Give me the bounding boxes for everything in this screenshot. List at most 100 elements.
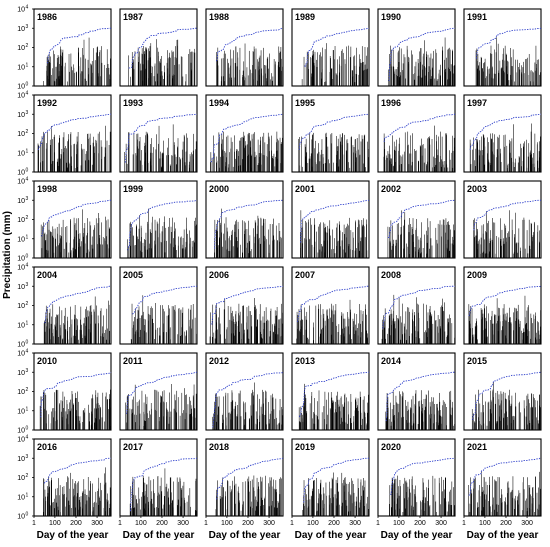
- y-tick-label: 10: [17, 198, 25, 205]
- x-tick-label: 300: [349, 520, 361, 527]
- y-tick-exponent: 4: [26, 263, 29, 269]
- panel-year-label: 1995: [295, 98, 315, 108]
- x-tick-label: 1: [376, 520, 380, 527]
- y-tick-exponent: 0: [26, 254, 29, 260]
- y-tick-label: 10: [17, 93, 25, 100]
- y-tick-exponent: 3: [26, 368, 29, 374]
- y-tick-exponent: 4: [26, 91, 29, 97]
- x-tick-label: 100: [479, 520, 491, 527]
- y-tick-label: 10: [17, 265, 25, 272]
- y-tick-exponent: 0: [26, 426, 29, 432]
- daily-bars: [39, 385, 112, 430]
- x-tick-label: 300: [521, 520, 533, 527]
- panel-year-label: 2005: [123, 270, 143, 280]
- y-tick-label: 10: [17, 389, 25, 396]
- x-tick-label: 200: [242, 520, 254, 527]
- panel-1995: 1995: [291, 94, 370, 173]
- cumulative-line: [300, 199, 370, 243]
- y-tick-label: 10: [17, 370, 25, 377]
- y-tick-exponent: 3: [26, 196, 29, 202]
- x-tick-label: 200: [70, 520, 82, 527]
- x-axis-title: Day of the year: [295, 530, 367, 541]
- panel-year-label: 2020: [381, 442, 401, 452]
- daily-bars: [298, 132, 369, 172]
- panel-2003: 2003: [463, 180, 542, 259]
- daily-bars: [296, 299, 369, 344]
- cumulative-line: [298, 371, 370, 418]
- y-tick-exponent: 3: [26, 110, 29, 116]
- panel-year-label: 1999: [123, 184, 143, 194]
- panel-1993: 1993: [119, 94, 198, 173]
- panel-1996: 1996: [377, 94, 456, 173]
- y-tick-label: 10: [17, 170, 25, 177]
- x-tick-label: 200: [156, 520, 168, 527]
- panel-year-label: 2013: [295, 356, 315, 366]
- y-tick-exponent: 0: [26, 168, 29, 174]
- panel-year-label: 2008: [381, 270, 401, 280]
- panel-year-label: 2002: [381, 184, 401, 194]
- y-axis-title: Precipitation (mm): [2, 211, 13, 299]
- panel-year-label: 2019: [295, 442, 315, 452]
- daily-bars: [214, 208, 284, 258]
- panel-2000: 2000: [205, 180, 284, 259]
- panel-2011: 2011: [119, 352, 198, 431]
- panel-year-label: 2000: [209, 184, 229, 194]
- cumulative-line: [216, 27, 284, 62]
- x-tick-label: 100: [221, 520, 233, 527]
- cumulative-line: [130, 457, 197, 512]
- y-tick-exponent: 2: [26, 301, 29, 307]
- x-tick-label: 1: [204, 520, 208, 527]
- panel-1999: 1999: [119, 180, 198, 259]
- y-tick-exponent: 3: [26, 24, 29, 30]
- daily-bars: [128, 39, 196, 86]
- panel-2007: 2007: [291, 266, 370, 345]
- daily-bars: [473, 210, 541, 258]
- y-tick-label: 10: [17, 84, 25, 91]
- daily-bars: [37, 125, 111, 172]
- y-tick-exponent: 1: [26, 320, 29, 326]
- x-tick-label: 100: [393, 520, 405, 527]
- x-tick-label: 1: [290, 520, 294, 527]
- panel-2006: 2006: [205, 266, 284, 345]
- y-tick-label: 10: [17, 64, 25, 71]
- cumulative-line: [382, 285, 455, 329]
- y-tick-exponent: 3: [26, 454, 29, 460]
- cumulative-line: [46, 27, 111, 64]
- daily-bars: [130, 295, 197, 344]
- x-tick-label: 200: [500, 520, 512, 527]
- y-tick-exponent: 1: [26, 406, 29, 412]
- panel-2001: 2001: [291, 180, 370, 259]
- y-tick-exponent: 4: [26, 5, 29, 11]
- cumulative-line: [298, 113, 370, 150]
- panel-year-label: 2021: [467, 442, 487, 452]
- panel-year-label: 1990: [381, 12, 401, 22]
- panel-2002: 2002: [377, 180, 456, 259]
- cumulative-line: [124, 113, 197, 163]
- cumulative-line: [472, 371, 542, 421]
- daily-bars: [129, 468, 197, 516]
- x-tick-label: 1: [118, 520, 122, 527]
- y-tick-label: 10: [17, 26, 25, 33]
- panel-2018: 2018 1 100 200 300 Day of the year: [204, 438, 284, 541]
- panel-2013: 2013: [291, 352, 370, 431]
- panel-year-label: 2012: [209, 356, 229, 366]
- x-tick-label: 100: [135, 520, 147, 527]
- daily-bars: [387, 210, 456, 258]
- panel-year-label: 1996: [381, 98, 401, 108]
- panel-2020: 2020 1 100 200 300 Day of the year: [376, 438, 456, 541]
- panel-1990: 1990: [377, 8, 456, 87]
- daily-bars: [124, 124, 197, 172]
- panel-1991: 1991: [463, 8, 542, 87]
- panel-year-label: 1988: [209, 12, 229, 22]
- y-tick-label: 10: [17, 456, 25, 463]
- cumulative-line: [468, 285, 542, 317]
- daily-bars: [383, 125, 455, 172]
- cumulative-line: [127, 199, 198, 251]
- y-tick-exponent: 0: [26, 82, 29, 88]
- panel-2019: 2019 1 100 200 300 Day of the year: [290, 438, 370, 541]
- y-tick-label: 10: [17, 112, 25, 119]
- panel-frame: [33, 438, 112, 517]
- daily-bars: [209, 298, 283, 344]
